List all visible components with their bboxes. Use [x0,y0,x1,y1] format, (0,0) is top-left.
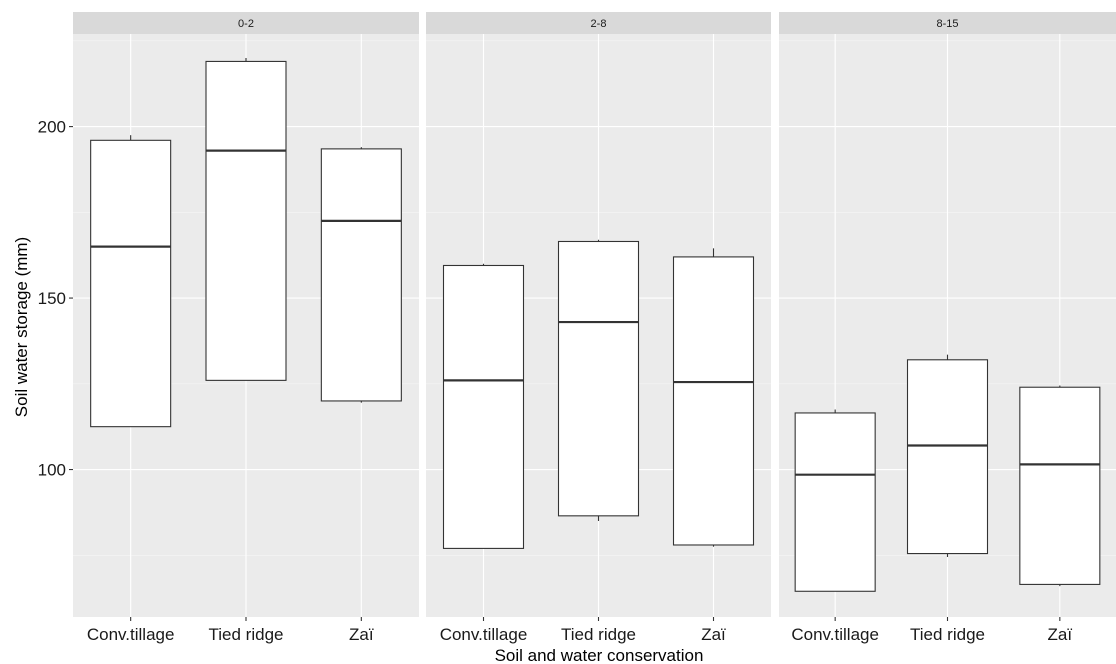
x-axis-title: Soil and water conservation [495,646,704,664]
facet-panel: 8-15 Conv.tillage Tied ridge Zaï [779,12,1116,644]
x-tick-label: Conv.tillage [440,625,528,644]
facet-panels: 0-2 Conv.tillage Tied ridge Zaï 2-8 Conv.till… [73,12,1116,644]
box-iqr [1019,386,1101,585]
box [672,248,755,547]
box-iqr [205,60,287,381]
y-tick-label: 200 [38,118,66,137]
facet-strip-label: 2-8 [591,18,607,30]
x-tick-label: Conv.tillage [791,625,879,644]
box [1019,385,1101,587]
facet-panel: 2-8 Conv.tillage Tied ridge Zaï [426,12,771,644]
box [794,409,876,592]
box-iqr [442,264,525,549]
facet-strip [73,12,419,34]
box [557,239,640,521]
box-iqr [794,412,876,592]
box [320,147,402,403]
facet-panel: 0-2 Conv.tillage Tied ridge Zaï [73,12,419,644]
y-tick-label: 150 [38,289,66,308]
x-tick-label: Zaï [701,625,726,644]
x-tick-label: Zaï [349,625,374,644]
box-iqr [557,240,640,517]
x-tick-label: Tied ridge [209,625,284,644]
x-tick-label: Conv.tillage [87,625,175,644]
box-iqr [90,139,172,428]
y-tick-label: 100 [38,461,66,480]
facet-strip-label: 0-2 [238,18,254,30]
facet-strip-label: 8-15 [936,18,958,30]
x-tick-label: Tied ridge [910,625,985,644]
box [205,58,287,381]
facet-strip [779,12,1116,34]
y-axis: 100 150 200 [38,118,73,480]
facet-strip [426,12,771,34]
y-axis-title: Soil water storage (mm) [12,237,31,417]
box [906,354,989,557]
box [442,263,525,549]
box [90,135,172,428]
box-iqr [906,359,989,555]
box-iqr [320,148,402,402]
x-tick-label: Zaï [1048,625,1073,644]
box-iqr [672,256,755,546]
x-tick-label: Tied ridge [561,625,636,644]
